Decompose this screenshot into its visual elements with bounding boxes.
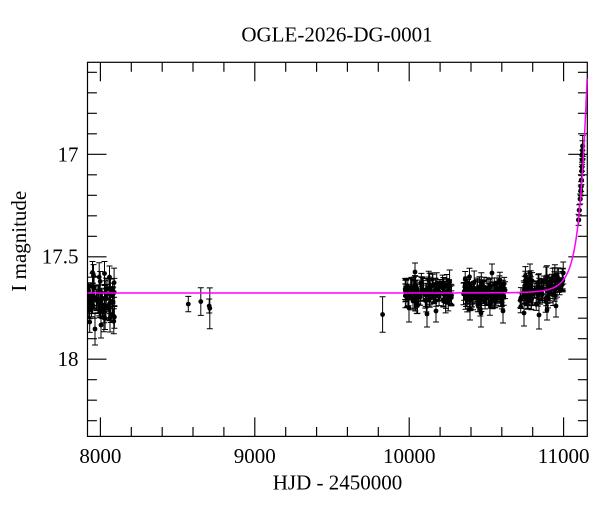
svg-text:I magnitude: I magnitude (7, 191, 31, 292)
svg-text:OGLE-2026-DG-0001: OGLE-2026-DG-0001 (241, 23, 432, 47)
svg-text:10000: 10000 (383, 444, 436, 468)
svg-text:17: 17 (58, 142, 79, 166)
svg-text:11000: 11000 (538, 444, 590, 468)
svg-text:9000: 9000 (234, 444, 276, 468)
svg-text:17.5: 17.5 (42, 245, 79, 269)
svg-text:8000: 8000 (79, 444, 121, 468)
svg-text:HJD - 2450000: HJD - 2450000 (273, 471, 403, 495)
svg-text:18: 18 (58, 347, 79, 371)
